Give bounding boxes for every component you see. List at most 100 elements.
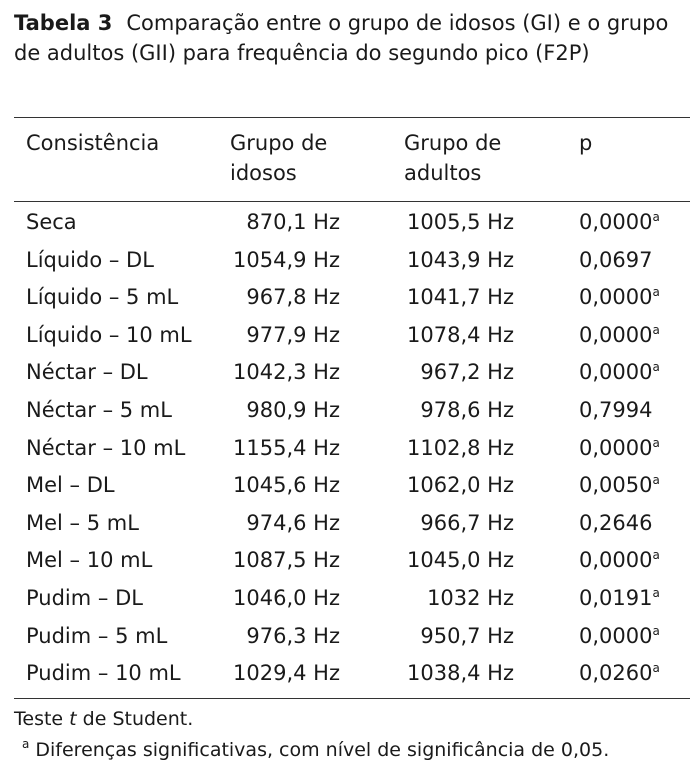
row-grupo-idosos: 1042,3 Hz	[233, 360, 340, 385]
row-grupo-adultos: 1045,0 Hz	[407, 548, 514, 573]
row-consistency: Mel – 5 mL	[26, 510, 139, 535]
footnote-test-italic: t	[69, 708, 77, 730]
table-row: Pudim – 10 mL 1029,4 Hz 1038,4 Hz 0,0260…	[0, 655, 700, 693]
row-grupo-adultos: 1062,0 Hz	[407, 473, 514, 498]
table-row: Mel – DL 1045,6 Hz 1062,0 Hz 0,0050a	[0, 467, 700, 505]
row-grupo-adultos: 1078,4 Hz	[407, 322, 514, 347]
row-p-value: 0,0000a	[579, 354, 660, 392]
row-p-value: 0,0050a	[579, 467, 660, 505]
table-row: Líquido – 10 mL 977,9 Hz 1078,4 Hz 0,000…	[0, 317, 700, 355]
header-p: p	[579, 128, 592, 158]
significance-marker: a	[652, 285, 660, 300]
table-label: Tabela 3	[14, 11, 113, 35]
row-grupo-adultos: 966,7 Hz	[420, 510, 514, 535]
row-consistency: Néctar – 5 mL	[26, 397, 172, 422]
row-grupo-idosos: 977,9 Hz	[246, 322, 340, 347]
row-consistency: Líquido – DL	[26, 247, 154, 272]
row-p-value: 0,0000a	[579, 204, 660, 242]
significance-marker: a	[652, 210, 660, 224]
p-value-text: 0,0000	[579, 623, 653, 648]
row-grupo-idosos: 1046,0 Hz	[233, 585, 340, 610]
table-row: Pudim – 5 mL 976,3 Hz 950,7 Hz 0,0000a	[0, 618, 700, 656]
table-row: Pudim – DL 1046,0 Hz 1032 Hz 0,0191a	[0, 580, 700, 618]
header-consistencia: Consistência	[26, 128, 159, 158]
row-p-value: 0,0000a	[579, 542, 660, 580]
row-grupo-idosos: 1155,4 Hz	[233, 435, 340, 460]
significance-marker: a	[652, 322, 660, 337]
p-value-text: 0,0050	[579, 473, 653, 498]
row-p-value: 0,2646	[579, 505, 652, 543]
row-p-value: 0,0260a	[579, 655, 660, 693]
p-value-text: 0,0697	[579, 247, 653, 272]
row-grupo-idosos: 967,8 Hz	[246, 285, 340, 310]
row-p-value: 0,0000a	[579, 430, 660, 468]
row-grupo-idosos: 976,3 Hz	[246, 623, 340, 648]
row-grupo-adultos: 1005,5 Hz	[407, 210, 514, 234]
p-value-text: 0,0260	[579, 661, 653, 686]
row-grupo-idosos: 1029,4 Hz	[233, 661, 340, 686]
footnote-significance-marker: a	[22, 737, 30, 751]
row-grupo-adultos: 978,6 Hz	[420, 397, 514, 422]
p-value-text: 0,0000	[579, 548, 653, 573]
header-grupo-idosos: Grupo de idosos	[230, 128, 327, 188]
row-p-value: 0,0000a	[579, 618, 660, 656]
row-p-value: 0,0000a	[579, 279, 660, 317]
p-value-text: 0,0000	[579, 210, 653, 234]
row-grupo-adultos: 950,7 Hz	[420, 623, 514, 648]
table-body: Seca 870,1 Hz 1005,5 Hz 0,0000a Líquido …	[0, 204, 700, 693]
row-grupo-idosos: 870,1 Hz	[246, 210, 340, 234]
row-grupo-idosos: 980,9 Hz	[246, 397, 340, 422]
header-grupo-adultos: Grupo de adultos	[404, 128, 501, 188]
significance-marker: a	[652, 623, 660, 638]
header-rule	[14, 201, 690, 202]
significance-marker: a	[652, 435, 660, 450]
row-grupo-adultos: 1043,9 Hz	[407, 247, 514, 272]
row-grupo-adultos: 1038,4 Hz	[407, 661, 514, 686]
table-row: Mel – 5 mL 974,6 Hz 966,7 Hz 0,2646	[0, 505, 700, 543]
header-grupo-adultos-line1: Grupo de	[404, 131, 502, 155]
row-consistency: Líquido – 5 mL	[26, 285, 179, 310]
table-caption: Tabela 3 Comparação entre o grupo de idos…	[14, 8, 690, 68]
row-grupo-adultos: 1032 Hz	[427, 585, 514, 610]
header-grupo-idosos-line2: idosos	[230, 161, 297, 185]
row-grupo-adultos: 1102,8 Hz	[407, 435, 514, 460]
row-grupo-adultos: 1041,7 Hz	[407, 285, 514, 310]
footnote-significance: a Diferenças significativas, com nível d…	[22, 736, 609, 764]
row-consistency: Mel – DL	[26, 473, 115, 498]
row-consistency: Mel – 10 mL	[26, 548, 153, 573]
p-value-text: 0,0000	[579, 322, 653, 347]
p-value-text: 0,0000	[579, 435, 653, 460]
row-grupo-idosos: 1045,6 Hz	[233, 473, 340, 498]
significance-marker: a	[652, 548, 660, 563]
row-grupo-idosos: 1054,9 Hz	[233, 247, 340, 272]
row-grupo-adultos: 967,2 Hz	[420, 360, 514, 385]
table-row: Líquido – 5 mL 967,8 Hz 1041,7 Hz 0,0000…	[0, 279, 700, 317]
row-p-value: 0,0191a	[579, 580, 660, 618]
row-grupo-idosos: 974,6 Hz	[246, 510, 340, 535]
row-consistency: Pudim – DL	[26, 585, 143, 610]
table-row: Mel – 10 mL 1087,5 Hz 1045,0 Hz 0,0000a	[0, 542, 700, 580]
table-caption-text: Comparação entre o grupo de idosos (GI) …	[14, 11, 669, 65]
row-grupo-idosos: 1087,5 Hz	[233, 548, 340, 573]
top-rule	[14, 117, 690, 118]
header-grupo-adultos-line2: adultos	[404, 161, 482, 185]
table-row: Seca 870,1 Hz 1005,5 Hz 0,0000a	[0, 204, 700, 242]
bottom-rule	[14, 698, 690, 699]
header-consistencia-text: Consistência	[26, 131, 160, 155]
row-consistency: Seca	[26, 210, 77, 234]
footnote-test: Teste t de Student.	[14, 705, 193, 733]
footnote-test-prefix: Teste	[14, 708, 70, 730]
significance-marker: a	[652, 661, 660, 676]
p-value-text: 0,0191	[579, 585, 653, 610]
footnote-test-suffix: de Student.	[76, 708, 194, 730]
table-row: Néctar – DL 1042,3 Hz 967,2 Hz 0,0000a	[0, 354, 700, 392]
p-value-text: 0,7994	[579, 397, 653, 422]
header-grupo-idosos-line1: Grupo de	[230, 131, 328, 155]
p-value-text: 0,0000	[579, 360, 653, 385]
significance-marker: a	[652, 473, 660, 488]
row-consistency: Néctar – 10 mL	[26, 435, 186, 460]
row-consistency: Pudim – 10 mL	[26, 661, 181, 686]
table-row: Néctar – 10 mL 1155,4 Hz 1102,8 Hz 0,000…	[0, 430, 700, 468]
table-row: Líquido – DL 1054,9 Hz 1043,9 Hz 0,0697	[0, 242, 700, 280]
